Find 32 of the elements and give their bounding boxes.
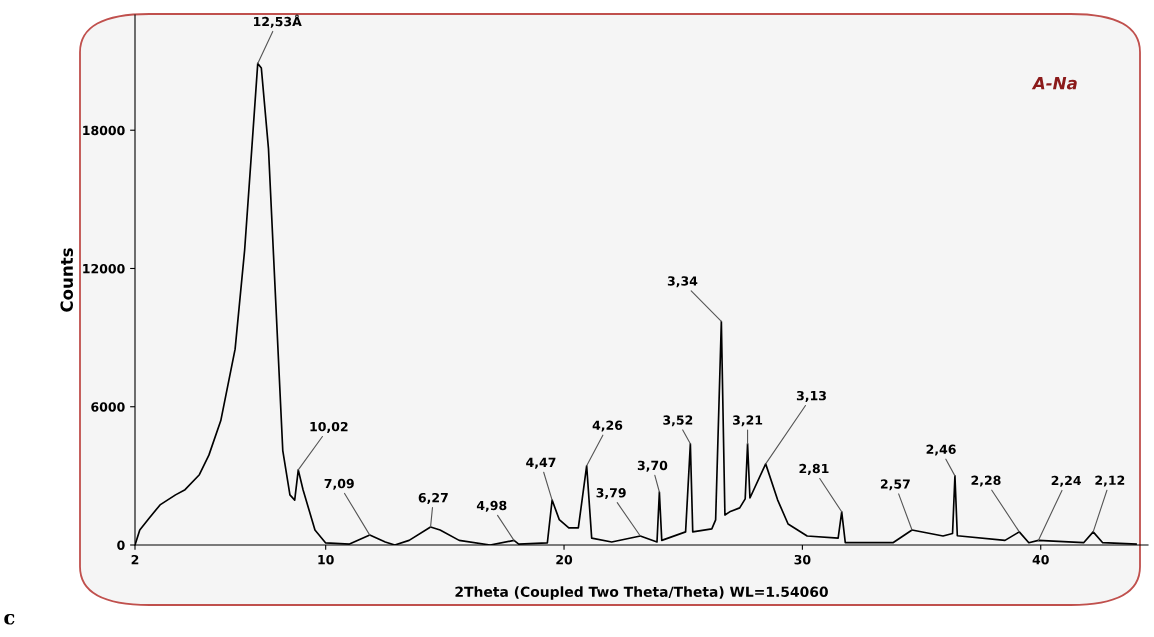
annotation: 4,47: [526, 457, 556, 469]
annotation: 3,79: [596, 488, 626, 500]
annotation: 3,21: [732, 415, 763, 427]
annotation: 10,02: [310, 421, 348, 433]
annotation: 3,13: [796, 390, 826, 402]
y-tick-label: 12000: [83, 263, 125, 274]
annotation: 3,52: [663, 415, 693, 427]
annotation: 2,57: [880, 479, 910, 491]
annotation: 2,12: [1095, 475, 1125, 487]
x-tick-label: 10: [318, 554, 334, 565]
x-tick-label: 20: [556, 554, 573, 565]
annotation: 3,34: [667, 276, 698, 288]
annotation: 4,26: [592, 420, 623, 432]
annotation: A-Na: [1031, 77, 1077, 90]
annotation: 12,53Å: [254, 14, 302, 28]
text: c: [4, 613, 15, 625]
annotation: 2,46: [926, 444, 956, 456]
y-axis-title: Counts: [60, 248, 74, 312]
x-tick-label: 30: [794, 554, 811, 565]
annotation: 3,70: [637, 460, 668, 472]
x-tick-label: 2: [131, 554, 139, 565]
annotation: 2,81: [799, 463, 829, 475]
annotation: 2,24: [1051, 475, 1081, 487]
y-tick-label: 18000: [83, 125, 125, 136]
y-tick-label: 0: [117, 540, 125, 550]
y-tick-label: 6000: [91, 402, 125, 412]
annotation: 6,27: [418, 492, 448, 504]
annotation: 4,98: [476, 500, 507, 512]
x-axis-title: 2Theta (Coupled Two Theta/Theta) WL=1.54060: [455, 586, 828, 600]
x-tick-label: 40: [1032, 554, 1049, 565]
annotation: 2,28: [971, 475, 1001, 487]
annotation: 7,09: [324, 478, 354, 490]
